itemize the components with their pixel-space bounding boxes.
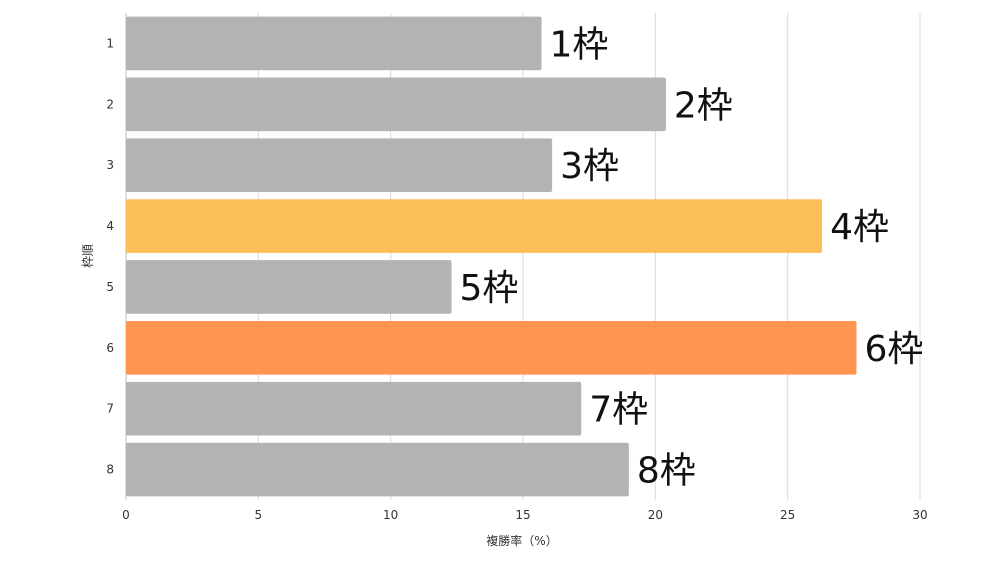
bar-3 [126,138,553,192]
y-tick-label: 8 [106,463,114,477]
x-tick-label: 25 [780,508,795,522]
bar-1 [126,16,542,71]
bar-label: 3枠 [560,146,619,187]
y-tick-label: 7 [106,402,114,416]
bar-2 [126,77,666,132]
bar-labels: 1枠 2枠 3枠 4枠 5枠 6枠 7枠 8枠 [460,24,924,491]
x-tick-label: 15 [515,508,530,522]
y-tick-label: 6 [106,341,114,355]
y-tick-label: 4 [106,219,114,233]
x-tick-label: 30 [912,508,927,522]
x-tick-label: 10 [383,508,398,522]
bar-label: 4枠 [830,207,889,248]
bar-label: 6枠 [864,329,923,370]
bars [126,16,857,497]
bar-label: 1枠 [550,24,609,65]
y-tick-label: 2 [106,97,114,111]
bar-6 [126,321,857,375]
y-tick-label: 1 [106,36,114,50]
x-tick-label: 0 [122,508,130,522]
bar-label: 5枠 [460,268,519,309]
x-tick-label: 5 [255,508,263,522]
x-tick-labels: 0 5 10 15 20 25 30 [122,508,927,522]
bar-7 [126,381,582,436]
y-axis-title: 枠順 [81,244,95,268]
bar-label: 7枠 [589,390,648,431]
y-tick-label: 5 [106,280,114,294]
bar-8 [126,442,629,497]
bar-label: 2枠 [674,85,733,126]
bar-5 [126,260,452,314]
x-tick-label: 20 [648,508,663,522]
bar-4 [126,199,823,253]
y-tick-label: 3 [106,158,114,172]
x-axis-title: 複勝率（%） [486,533,557,548]
bar-label: 8枠 [637,451,696,492]
y-tick-labels: 1 2 3 4 5 6 7 8 [106,36,114,476]
